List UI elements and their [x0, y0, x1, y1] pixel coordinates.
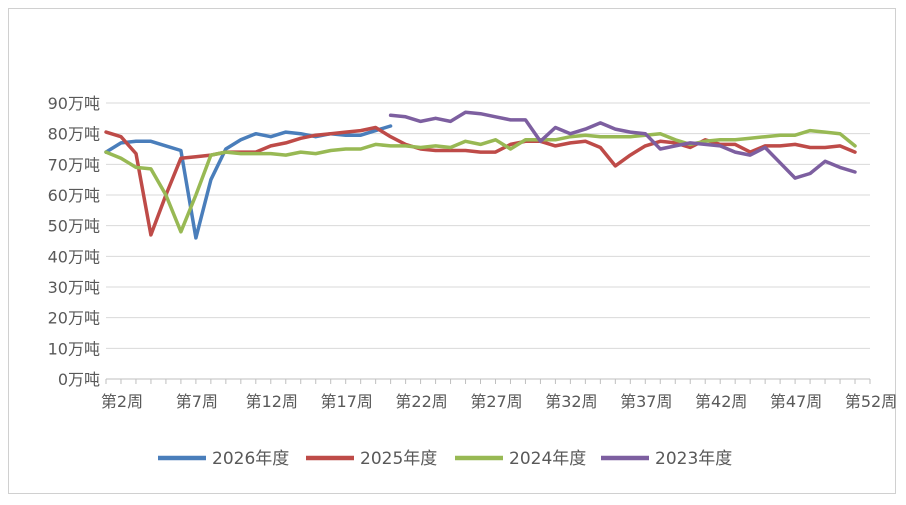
- gridlines: [106, 102, 870, 349]
- y-tick-label: 30万吨: [48, 278, 100, 297]
- x-tick-label: 第42周: [695, 392, 747, 411]
- x-tick-label: 第17周: [321, 392, 373, 411]
- y-tick-label: 70万吨: [48, 155, 100, 174]
- x-tick-label: 第27周: [470, 392, 522, 411]
- y-tick-label: 50万吨: [48, 217, 100, 236]
- y-tick-label: 0万吨: [58, 370, 100, 389]
- x-tick-label: 第32周: [545, 392, 597, 411]
- series-line-2024年度: [104, 128, 857, 234]
- x-tick-labels: 第2周 第7周 第12周 第17周 第22周 第27周 第32周 第37周 第42周 第47周 第5…: [101, 392, 897, 411]
- legend: 2026年度 2025年度 2024年度 2023年度: [158, 449, 732, 469]
- y-tick-label: 90万吨: [48, 94, 100, 113]
- y-tick-label: 80万吨: [48, 125, 100, 144]
- x-tick-label: 第37周: [620, 392, 672, 411]
- legend-label: 2025年度: [360, 449, 437, 469]
- y-tick-label: 60万吨: [48, 186, 100, 205]
- x-tick-label: 第12周: [246, 392, 298, 411]
- y-tick-label: 10万吨: [48, 339, 100, 358]
- legend-label: 2024年度: [509, 449, 586, 469]
- chart-frame: [8, 8, 896, 494]
- series-line-2023年度: [388, 110, 857, 180]
- axes: [105, 378, 871, 384]
- y-tick-label: 40万吨: [48, 247, 100, 266]
- x-tick-label: 第47周: [770, 392, 822, 411]
- x-tick-label: 第2周: [101, 392, 143, 411]
- x-tick-label: 第7周: [176, 392, 218, 411]
- series-line-2026年度: [104, 124, 393, 240]
- x-tick-label: 第22周: [395, 392, 447, 411]
- legend-label: 2023年度: [655, 449, 732, 469]
- legend-label: 2026年度: [212, 449, 289, 469]
- y-tick-labels: 0万吨 10万吨 20万吨 30万吨 40万吨 50万吨 60万吨 70万吨 80万吨 90万吨: [48, 94, 100, 389]
- series-lines: [104, 110, 857, 240]
- x-tick-label: 第52周: [845, 392, 897, 411]
- y-tick-label: 20万吨: [48, 309, 100, 328]
